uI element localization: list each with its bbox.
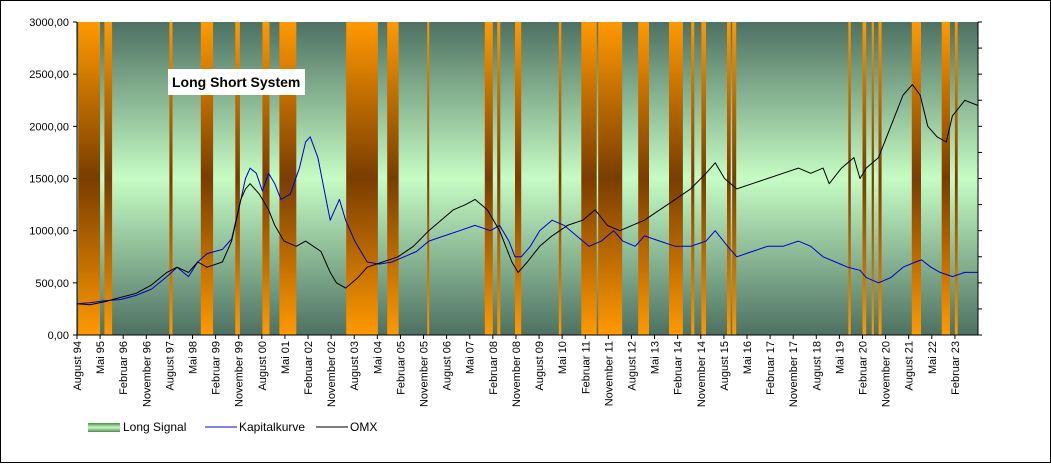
y-tick-label: 2500,00 bbox=[29, 69, 69, 81]
x-tick-label: August 97 bbox=[164, 341, 176, 391]
x-tick-label: Februar 14 bbox=[673, 341, 685, 395]
legend-label-long-signal: Long Signal bbox=[123, 420, 186, 434]
x-tick-label: November 99 bbox=[234, 341, 246, 407]
long-signal-band bbox=[497, 22, 501, 335]
long-signal-band bbox=[200, 22, 214, 335]
long-signal-band bbox=[104, 22, 113, 335]
x-tick-label: Mai 98 bbox=[188, 341, 200, 374]
long-signal-band bbox=[669, 22, 683, 335]
series-lines bbox=[76, 84, 979, 306]
x-tick-label: Februar 96 bbox=[118, 341, 130, 395]
x-tick-label: August 03 bbox=[349, 341, 361, 391]
chart-title-box: Long Short System bbox=[168, 69, 305, 95]
legend-swatch-long-signal bbox=[88, 423, 120, 432]
long-signal-band bbox=[727, 22, 731, 335]
y-tick-label: 1500,00 bbox=[29, 174, 69, 186]
x-tick-label: Februar 17 bbox=[765, 341, 777, 395]
long-signal-bands bbox=[78, 22, 958, 335]
long-signal-band bbox=[169, 22, 173, 335]
long-signal-band bbox=[387, 22, 399, 335]
x-tick-label: Februar 20 bbox=[858, 341, 870, 395]
x-tick-label: November 17 bbox=[788, 341, 800, 407]
long-signal-band bbox=[598, 22, 623, 335]
legend-label-kapitalkurve: Kapitalkurve bbox=[239, 420, 305, 434]
x-tick-label: November 05 bbox=[419, 341, 431, 407]
long-signal-band bbox=[848, 22, 851, 335]
x-tick-label: November 02 bbox=[326, 341, 338, 407]
long-signal-band bbox=[911, 22, 921, 335]
x-tick-label: Mai 07 bbox=[465, 341, 477, 374]
long-signal-band bbox=[871, 22, 874, 335]
long-signal-band bbox=[346, 22, 378, 335]
x-tick-label: August 09 bbox=[534, 341, 546, 391]
long-signal-band bbox=[581, 22, 597, 335]
long-signal-band bbox=[235, 22, 240, 335]
x-tick-label: November 14 bbox=[696, 341, 708, 407]
series-line-kapitalkurve bbox=[76, 136, 978, 305]
y-tick-label: 3000,00 bbox=[29, 17, 69, 29]
y-tick-label: 2000,00 bbox=[29, 121, 69, 133]
y-tick-label: 500,00 bbox=[35, 278, 69, 290]
long-signal-band bbox=[515, 22, 522, 335]
long-signal-band bbox=[427, 22, 430, 335]
long-signal-band bbox=[862, 22, 867, 335]
x-tick-label: Mai 22 bbox=[927, 341, 939, 374]
x-tick-label: August 18 bbox=[811, 341, 823, 391]
x-tick-label: August 94 bbox=[72, 341, 84, 391]
x-tick-label: Mai 19 bbox=[834, 341, 846, 374]
x-tick-label: November 08 bbox=[511, 341, 523, 407]
x-tick-label: August 21 bbox=[904, 341, 916, 391]
right-axis-ticks bbox=[978, 21, 982, 336]
x-tick-label: Februar 08 bbox=[488, 341, 500, 395]
x-axis: August 94 Mai 95 Februar 96 November 96 Augu… bbox=[72, 335, 962, 407]
long-signal-band bbox=[638, 22, 649, 335]
long-signal-band bbox=[691, 22, 695, 335]
long-signal-band bbox=[941, 22, 950, 335]
long-signal-band bbox=[279, 22, 297, 335]
x-tick-label: August 15 bbox=[719, 341, 731, 391]
long-signal-band bbox=[484, 22, 493, 335]
long-signal-band bbox=[878, 22, 882, 335]
x-tick-label: August 12 bbox=[627, 341, 639, 391]
legend: Long Signal Kapitalkurve OMX bbox=[88, 420, 377, 434]
x-tick-label: Februar 23 bbox=[950, 341, 962, 395]
x-tick-label: Mai 01 bbox=[280, 341, 292, 374]
x-tick-label: November 96 bbox=[141, 341, 153, 407]
long-signal-band bbox=[558, 22, 562, 335]
y-axis: 0,00 500,00 1000,00 1500,00 2000,00 2500,00 30… bbox=[29, 17, 77, 342]
x-tick-label: Mai 13 bbox=[650, 341, 662, 374]
x-tick-label: Februar 05 bbox=[395, 341, 407, 395]
y-tick-label: 0,00 bbox=[48, 330, 69, 342]
x-tick-label: November 11 bbox=[603, 341, 615, 406]
series-line-omx bbox=[76, 84, 979, 306]
x-tick-label: August 00 bbox=[257, 341, 269, 391]
x-tick-label: Mai 95 bbox=[95, 341, 107, 374]
x-tick-label: Mai 16 bbox=[742, 341, 754, 374]
long-signal-band bbox=[732, 22, 737, 335]
long-signal-band bbox=[262, 22, 270, 335]
long-signal-band bbox=[701, 22, 706, 335]
x-tick-label: Mai 10 bbox=[557, 341, 569, 374]
x-tick-label: Mai 04 bbox=[372, 341, 384, 374]
long-signal-band bbox=[78, 22, 101, 335]
chart-title: Long Short System bbox=[172, 74, 300, 90]
x-tick-label: August 06 bbox=[442, 341, 454, 391]
x-tick-label: Februar 11 bbox=[580, 341, 592, 394]
x-tick-label: Februar 02 bbox=[303, 341, 315, 395]
x-tick-label: Februar 99 bbox=[211, 341, 223, 395]
long-signal-band bbox=[954, 22, 958, 335]
y-tick-label: 1000,00 bbox=[29, 226, 69, 238]
legend-label-omx: OMX bbox=[350, 420, 377, 434]
x-tick-label: November 20 bbox=[881, 341, 893, 407]
